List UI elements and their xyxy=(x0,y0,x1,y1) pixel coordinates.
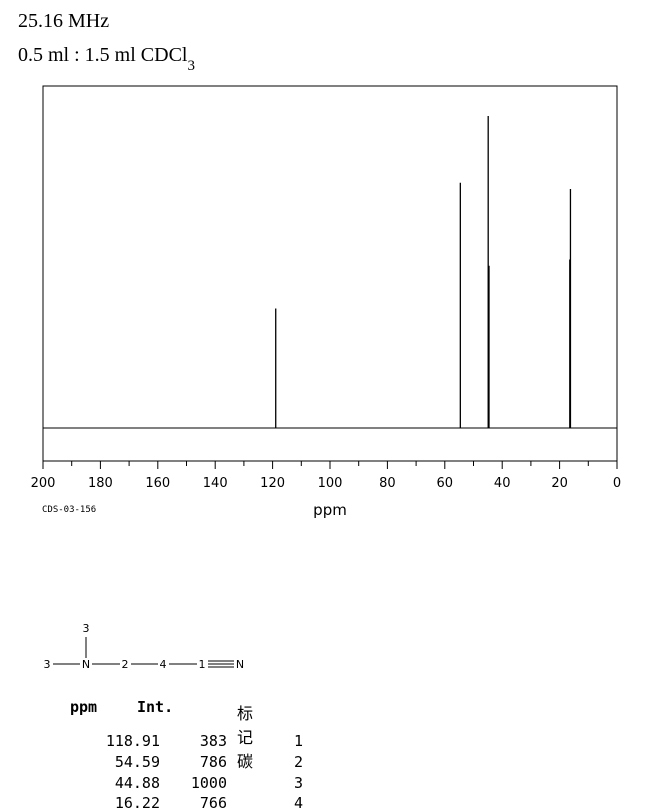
plot-frame xyxy=(42,85,618,462)
table-header-int: Int. xyxy=(137,698,174,716)
table-cell-ppm: 44.88 xyxy=(114,774,160,792)
spectrum-code: CDS-03-156 xyxy=(42,505,97,515)
x-tick-label: 0 xyxy=(613,476,621,491)
atom-label: 3 xyxy=(83,622,90,635)
table-header-ppm: ppm xyxy=(70,698,98,716)
atom-label: 2 xyxy=(122,658,129,671)
peaks-group xyxy=(275,116,572,428)
x-tick-label: 200 xyxy=(31,476,56,491)
solvent-info: 0.5 ml : 1.5 ml CDCl3 xyxy=(18,44,195,74)
table-cell-ppm: 118.91 xyxy=(105,732,160,750)
atom-label: N xyxy=(82,658,90,671)
table-cell-carbon: 2 xyxy=(293,753,303,771)
atom-label: 4 xyxy=(160,658,167,671)
table-cell-carbon: 4 xyxy=(293,794,303,812)
x-tick-label: 60 xyxy=(437,476,454,491)
nmr-spectrum-chart: 200 180 160 140 120 100 80 60 40 20 0 ppm xyxy=(31,85,621,519)
x-axis-label: ppm xyxy=(313,501,347,519)
table-cell-int: 766 xyxy=(199,794,227,812)
table-cell-carbon: 3 xyxy=(293,774,303,792)
x-tick-label: 20 xyxy=(551,476,568,491)
x-tick-label: 160 xyxy=(145,476,170,491)
solvent-subscript: 3 xyxy=(187,58,195,74)
x-tick-label: 120 xyxy=(260,476,285,491)
x-tick-label: 100 xyxy=(318,476,343,491)
solvent-text: 0.5 ml : 1.5 ml CDCl xyxy=(18,44,188,66)
table-cell-carbon: 1 xyxy=(293,732,303,750)
table-cell-ppm: 16.22 xyxy=(114,794,160,812)
atom-label: N xyxy=(236,658,244,671)
table-cell-int: 1000 xyxy=(190,774,227,792)
molecule-structure: 3 3 N 2 4 1 N xyxy=(44,622,245,671)
x-axis-ticks: 200 180 160 140 120 100 80 60 40 20 0 xyxy=(31,461,621,491)
table-cell-int: 786 xyxy=(199,753,227,771)
table-cell-ppm: 54.59 xyxy=(114,753,160,771)
table-cell-int: 383 xyxy=(199,732,227,750)
x-tick-label: 40 xyxy=(494,476,511,491)
spectrometer-frequency: 25.16 MHz xyxy=(18,10,110,32)
x-tick-label: 140 xyxy=(203,476,228,491)
atom-label: 1 xyxy=(199,658,206,671)
table-header-carbon: 标记碳 xyxy=(237,704,254,771)
x-tick-label: 80 xyxy=(379,476,396,491)
atom-label: 3 xyxy=(44,658,51,671)
x-tick-label: 180 xyxy=(88,476,113,491)
